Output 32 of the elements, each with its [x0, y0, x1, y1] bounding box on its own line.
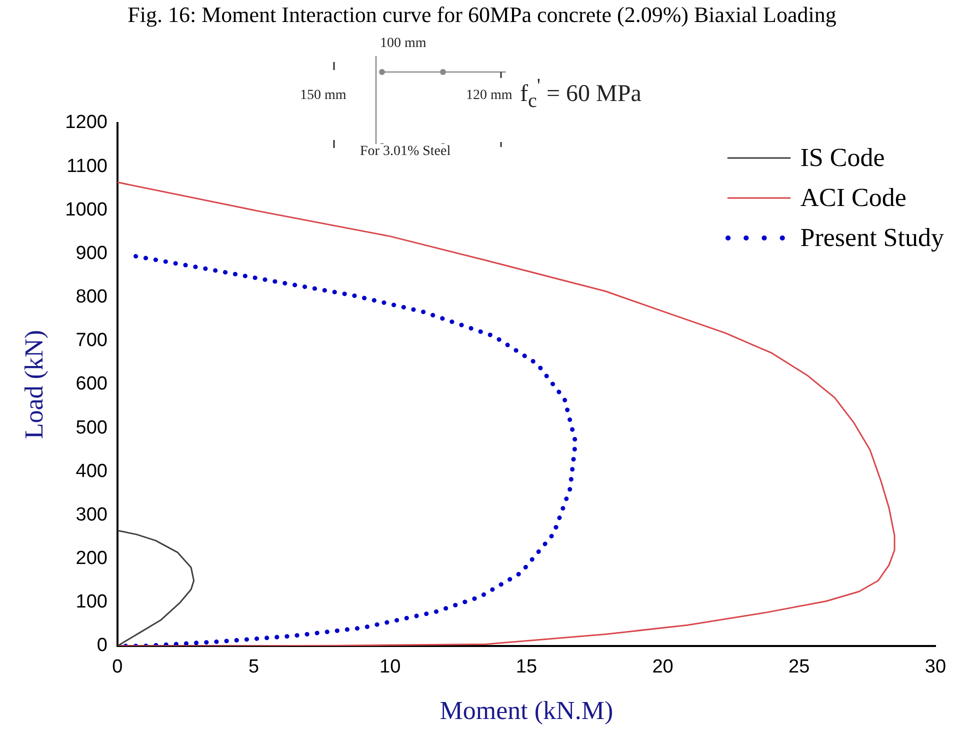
y-tick-label: 400	[76, 460, 108, 482]
y-tick-label: 500	[76, 417, 108, 438]
y-tick-label: 100	[76, 592, 108, 613]
text: 120 mm	[466, 88, 512, 104]
x-tick-label: 0	[112, 656, 123, 678]
legend-label: ACI Code	[800, 183, 906, 213]
y-tick-label: 1000	[65, 199, 108, 220]
y-tick-label: 800	[76, 286, 108, 308]
chart-title: Fig. 16: Moment Interaction curve for 60MPa concrete (2.09%) Biaxial Loading	[126, 2, 838, 28]
y-tick-label: 700	[76, 330, 108, 352]
x-tick-label: 10	[380, 656, 401, 678]
y-tick-label: 600	[76, 374, 108, 395]
text: 150 mm	[300, 88, 346, 104]
x-axis-title: Moment (kN.M)	[440, 696, 614, 726]
y-axis-title: Load (kN)	[19, 330, 48, 440]
x-tick-label: 5	[248, 656, 260, 678]
x-tick-label: 30	[924, 656, 946, 678]
legend-label: Present Study	[800, 223, 944, 253]
y-tick-label: 300	[76, 504, 108, 526]
text: 100 mm	[380, 36, 426, 52]
y-tick-label: 1100	[66, 156, 108, 177]
annotation: For 3.01% Steel	[360, 144, 451, 160]
y-tick-label: 0	[96, 635, 108, 656]
y-tick-label: 900	[76, 242, 108, 264]
x-tick-label: 25	[788, 656, 810, 678]
legend-label: IS Code	[800, 143, 885, 173]
y-tick-label: 1200	[65, 112, 108, 134]
x-tick-label: 15	[516, 656, 538, 678]
text: f$_{c}$$^{'}$ = 60 MPa	[520, 75, 642, 113]
y-tick-label: 200	[76, 548, 108, 570]
line-series	[123, 254, 578, 646]
x-tick-label: 20	[652, 656, 674, 678]
